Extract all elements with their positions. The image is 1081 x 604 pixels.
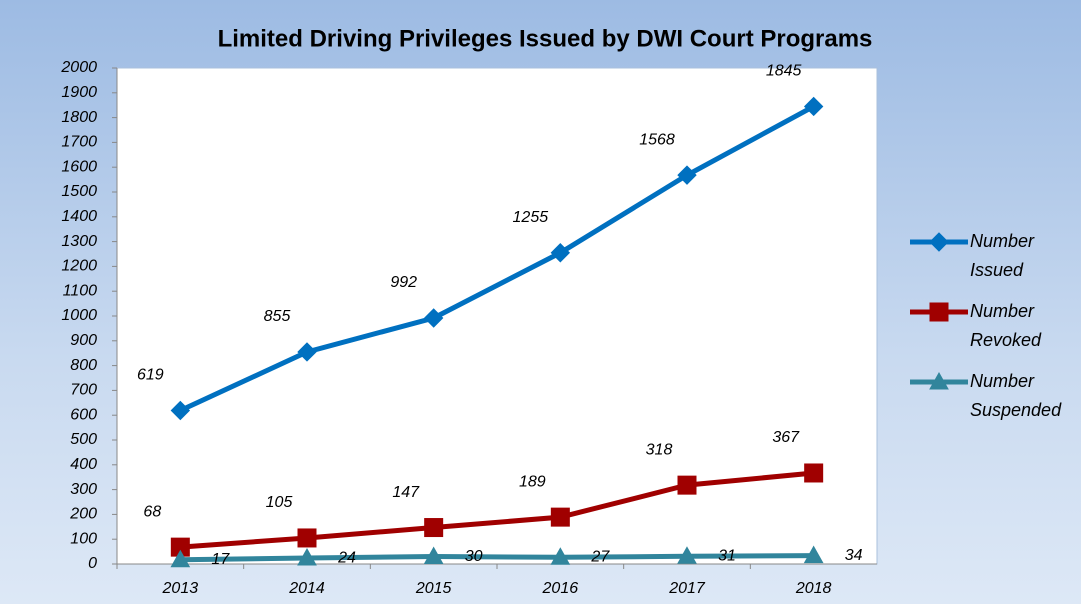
series-line [180,553,814,563]
legend-label: Number Suspended [970,371,1062,420]
data-point [423,546,444,565]
data-label: 1255 [513,209,549,226]
y-tick-label: 2000 [60,59,97,76]
y-tick-label: 200 [69,506,97,523]
data-point [424,518,444,538]
data-label: 17 [211,551,230,568]
y-tick-label: 700 [70,382,97,399]
data-label: 367 [772,429,800,446]
data-label: 1845 [766,63,802,80]
x-tick-label: 2015 [415,580,452,597]
legend-marker [929,232,949,252]
series-line [180,470,814,550]
x-tick-label: 2013 [162,580,199,597]
data-point [677,475,697,495]
data-point [550,243,571,263]
data-label: 27 [590,549,610,566]
series-line [179,104,815,413]
data-point [297,528,317,548]
legend-label: Number Revoked [970,301,1042,350]
y-tick-label: 1700 [61,134,97,151]
y-tick-label: 100 [70,530,97,547]
y-tick-label: 600 [70,406,97,423]
data-point [423,308,444,328]
data-point [297,548,317,566]
y-tick-label: 900 [70,332,97,349]
data-label: 1568 [639,131,675,148]
data-label: 318 [646,441,673,458]
x-tick-label: 2018 [795,580,832,597]
legend-marker [929,302,949,322]
y-tick-label: 1400 [61,208,97,225]
data-label: 147 [392,484,420,501]
data-label: 105 [266,494,293,511]
data-point [803,96,824,117]
data-point [677,546,697,564]
data-label: 68 [143,503,161,520]
y-tick-label: 300 [70,481,97,498]
x-tick-label: 2017 [668,580,706,597]
plot-area [116,67,878,565]
x-tick-label: 2016 [542,580,579,597]
data-label: 30 [465,548,483,565]
y-tick-label: 400 [70,456,97,473]
y-tick-label: 0 [88,555,97,572]
legend-marker [929,371,949,390]
data-point [170,400,191,421]
y-tick-label: 1200 [61,258,97,275]
data-point [550,507,570,527]
data-label: 855 [264,308,291,325]
y-tick-label: 1500 [61,183,97,200]
y-tick-label: 1800 [61,109,97,126]
data-label: 619 [137,367,164,384]
y-tick-label: 1600 [61,158,97,175]
data-label: 992 [390,274,417,291]
x-tick-label: 2014 [288,580,325,597]
y-tick-label: 800 [70,357,97,374]
data-point [803,545,824,564]
data-point [677,165,697,185]
legend-label: Number Issued [970,231,1035,280]
y-tick-label: 1100 [63,282,98,299]
data-point [297,342,317,362]
data-point [804,463,824,483]
data-label: 189 [519,473,546,490]
y-tick-label: 1900 [61,84,97,101]
y-tick-label: 500 [70,431,97,448]
data-label: 34 [845,547,863,564]
y-tick-label: 1000 [61,307,97,324]
data-point [170,549,191,568]
data-point [550,547,571,565]
y-tick-label: 1300 [61,233,97,250]
chart-title: Limited Driving Privileges Issued by DWI… [218,25,873,52]
data-label: 31 [718,548,736,565]
data-label: 24 [337,549,356,566]
